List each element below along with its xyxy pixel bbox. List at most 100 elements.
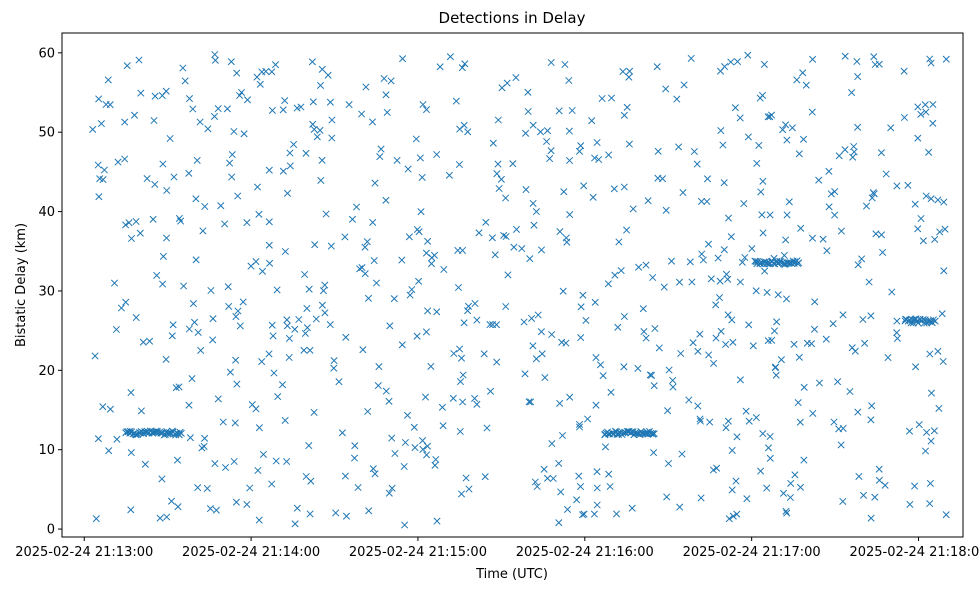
detection-marker xyxy=(732,477,740,485)
detection-marker xyxy=(193,156,201,164)
detection-marker xyxy=(460,121,468,129)
detection-marker xyxy=(321,281,329,289)
detection-marker xyxy=(759,177,767,185)
detection-marker xyxy=(419,100,427,109)
detection-marker xyxy=(350,454,359,462)
chart-title: Detections in Delay xyxy=(439,9,586,27)
detection-marker xyxy=(665,366,673,374)
detection-marker xyxy=(623,226,631,234)
detection-marker xyxy=(650,430,658,438)
detection-marker xyxy=(676,503,684,511)
detection-marker xyxy=(502,194,510,202)
detection-marker xyxy=(372,279,381,287)
detection-marker xyxy=(457,354,466,362)
detection-marker xyxy=(872,230,880,238)
detection-marker xyxy=(686,258,694,266)
detection-marker xyxy=(228,151,236,159)
detection-marker xyxy=(884,354,892,362)
detection-marker xyxy=(462,474,470,482)
detection-marker xyxy=(342,333,350,341)
detection-marker xyxy=(489,139,497,147)
detection-marker xyxy=(612,510,621,518)
detection-marker xyxy=(104,76,112,84)
detection-marker xyxy=(716,67,725,75)
detection-marker xyxy=(318,301,326,309)
detection-marker xyxy=(283,316,291,324)
detection-marker xyxy=(532,355,540,363)
detection-marker xyxy=(306,510,314,518)
detection-marker xyxy=(867,514,875,522)
detection-marker xyxy=(685,396,693,404)
detection-marker xyxy=(556,228,564,236)
detection-marker xyxy=(770,327,779,335)
detection-marker xyxy=(611,271,619,279)
detection-marker xyxy=(125,219,133,227)
x-tick-label: 2025-02-24 21:18:00 xyxy=(849,545,979,560)
detection-marker xyxy=(230,457,238,466)
detection-marker xyxy=(219,418,227,426)
detection-marker xyxy=(328,134,336,142)
detection-marker xyxy=(135,56,143,64)
detection-marker xyxy=(410,423,418,431)
detection-marker xyxy=(488,234,496,242)
detection-marker xyxy=(388,434,396,442)
detection-marker xyxy=(232,356,240,364)
detection-marker xyxy=(358,264,366,272)
detection-marker xyxy=(127,506,135,514)
detection-marker xyxy=(328,116,336,124)
detection-marker xyxy=(433,517,441,525)
detection-marker xyxy=(651,324,659,333)
detection-marker xyxy=(411,444,419,452)
detection-marker xyxy=(305,442,313,450)
detection-marker xyxy=(906,500,914,508)
detection-marker xyxy=(823,247,831,255)
detection-marker xyxy=(310,125,318,133)
detection-marker xyxy=(159,160,167,168)
detection-marker xyxy=(703,175,712,183)
detection-marker xyxy=(136,229,144,237)
detection-marker xyxy=(180,282,188,290)
detection-marker xyxy=(246,484,254,492)
detection-marker xyxy=(601,443,610,451)
detection-marker xyxy=(724,417,732,425)
x-tick-label: 2025-02-24 21:16:00 xyxy=(516,545,654,560)
detection-marker xyxy=(498,84,506,92)
detection-marker xyxy=(151,180,159,188)
detection-marker xyxy=(456,427,464,436)
detection-marker xyxy=(591,298,599,306)
detection-marker xyxy=(783,509,791,517)
detection-marker xyxy=(620,183,628,191)
detection-marker xyxy=(549,474,557,483)
detection-marker xyxy=(560,188,568,196)
detection-marker xyxy=(369,218,377,226)
detection-marker xyxy=(149,215,157,223)
detection-marker xyxy=(316,126,324,134)
detection-marker xyxy=(927,59,935,67)
detection-marker xyxy=(150,116,158,125)
detection-marker xyxy=(185,325,193,333)
detection-marker xyxy=(341,233,349,241)
detection-marker xyxy=(417,208,425,216)
detection-marker xyxy=(146,337,154,345)
detection-marker xyxy=(717,327,725,335)
detection-marker xyxy=(599,372,607,380)
detection-marker xyxy=(679,189,687,197)
detection-marker xyxy=(494,116,502,124)
detection-marker xyxy=(382,91,390,99)
detection-marker xyxy=(522,186,530,194)
detection-marker xyxy=(742,407,750,415)
detection-marker xyxy=(678,450,686,458)
detection-marker xyxy=(94,435,102,443)
detection-marker xyxy=(887,124,895,132)
detection-marker xyxy=(620,363,628,371)
detection-marker xyxy=(728,486,736,494)
detection-marker xyxy=(548,330,556,339)
detection-marker xyxy=(522,129,530,137)
detection-marker xyxy=(423,451,431,459)
detection-marker xyxy=(934,196,942,204)
detection-marker xyxy=(432,455,440,464)
detection-marker xyxy=(596,361,605,369)
detection-marker xyxy=(703,197,711,206)
detection-marker xyxy=(497,175,505,183)
detection-marker xyxy=(575,472,583,480)
